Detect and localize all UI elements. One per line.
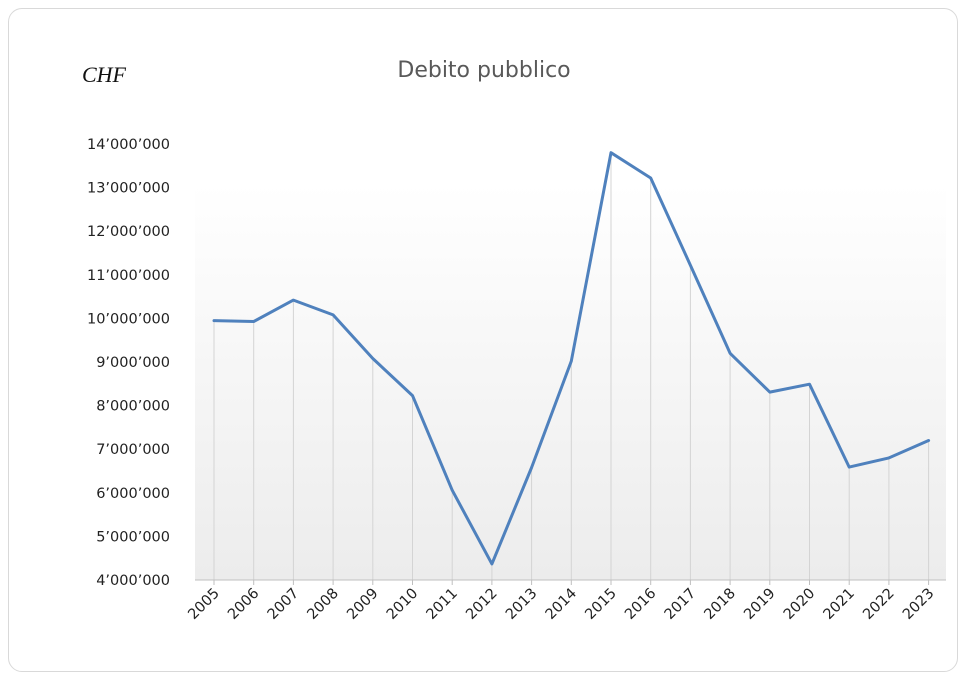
x-tick-label: 2020 — [781, 586, 818, 623]
chart-title: Debito pubblico — [397, 58, 571, 83]
y-tick-label: 8’000’000 — [96, 399, 170, 415]
x-tick-label: 2005 — [185, 586, 222, 623]
y-tick-label: 7’000’000 — [96, 442, 170, 458]
y-tick-label: 6’000’000 — [96, 486, 170, 502]
x-tick-label: 2013 — [503, 586, 540, 623]
x-tick-label: 2021 — [821, 586, 858, 623]
y-tick-label: 13’000’000 — [87, 181, 170, 197]
x-tick-label: 2010 — [384, 586, 421, 623]
x-tick-label: 2008 — [305, 586, 342, 623]
x-tick-label: 2022 — [860, 586, 897, 623]
x-tick-label: 2023 — [900, 586, 937, 623]
x-tick-label: 2012 — [463, 586, 500, 623]
y-tick-label: 9’000’000 — [96, 355, 170, 371]
y-tick-label: 11’000’000 — [87, 268, 170, 284]
y-tick-label: 12’000’000 — [87, 224, 170, 240]
x-tick-label: 2014 — [543, 586, 580, 623]
unit-label: CHF — [82, 62, 126, 87]
y-tick-label: 10’000’000 — [87, 311, 170, 327]
y-tick-label: 5’000’000 — [96, 529, 170, 545]
plot-area — [195, 184, 946, 580]
x-tick-label: 2009 — [344, 586, 381, 623]
x-tick-label: 2017 — [662, 586, 699, 623]
x-tick-label: 2007 — [265, 586, 302, 623]
x-tick-label: 2019 — [741, 586, 778, 623]
y-tick-label: 14’000’000 — [87, 137, 170, 153]
x-tick-label: 2006 — [225, 586, 262, 623]
x-tick-label: 2011 — [424, 586, 461, 623]
y-tick-label: 4’000’000 — [96, 573, 170, 589]
x-tick-label: 2018 — [702, 586, 739, 623]
x-tick-label: 2016 — [622, 586, 659, 623]
x-tick-label: 2015 — [582, 586, 619, 623]
series-line — [212, 151, 931, 566]
